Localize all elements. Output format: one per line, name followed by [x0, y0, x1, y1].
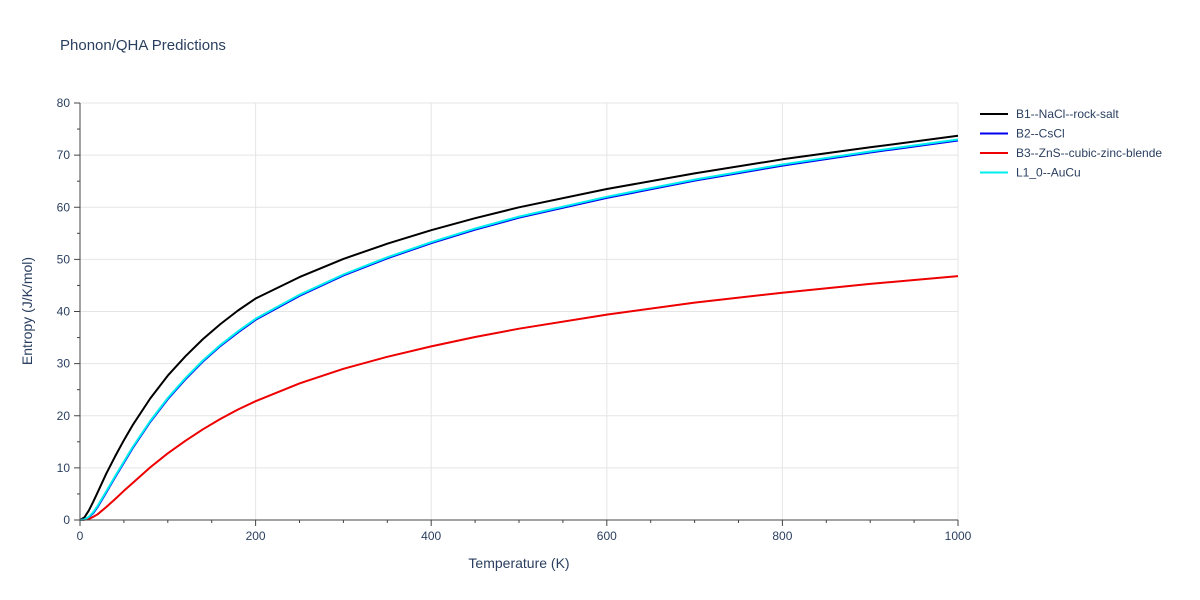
series-line-2[interactable]: [79, 275, 959, 521]
y-axis-title: Entropy (J/K/mol): [19, 257, 35, 365]
legend-label: B2--CsCl: [1016, 127, 1065, 141]
series-line-3[interactable]: [79, 138, 959, 521]
series-layer: [79, 134, 959, 521]
x-tick-label: 600: [597, 529, 617, 543]
legend-item[interactable]: L1_0--AuCu: [980, 166, 1081, 180]
y-tick-label: 20: [57, 409, 71, 423]
y-tick-label: 30: [57, 357, 71, 371]
x-tick-label: 800: [772, 529, 792, 543]
y-tick-label: 80: [57, 96, 71, 110]
x-axis-title: Temperature (K): [468, 555, 569, 571]
y-tick-label: 60: [57, 200, 71, 214]
y-tick-label: 0: [63, 513, 70, 527]
y-tick-label: 10: [57, 461, 71, 475]
legend-label: B3--ZnS--cubic-zinc-blende: [1016, 146, 1162, 160]
legend-item[interactable]: B3--ZnS--cubic-zinc-blende: [980, 146, 1162, 160]
x-tick-label: 1000: [945, 529, 972, 543]
y-tick-label: 50: [57, 252, 71, 266]
x-tick-label: 0: [77, 529, 84, 543]
legend-item[interactable]: B2--CsCl: [980, 127, 1065, 141]
series-line-0[interactable]: [79, 134, 959, 521]
legend-item[interactable]: B1--NaCl--rock-salt: [980, 107, 1119, 121]
x-tick-label: 400: [421, 529, 441, 543]
y-tick-label: 70: [57, 148, 71, 162]
chart-title: Phonon/QHA Predictions: [60, 37, 226, 54]
legend-label: L1_0--AuCu: [1016, 166, 1081, 180]
grid-layer: [79, 102, 959, 521]
y-tick-label: 40: [57, 305, 71, 319]
legend-label: B1--NaCl--rock-salt: [1016, 107, 1119, 121]
x-tick-label: 200: [246, 529, 266, 543]
legend[interactable]: B1--NaCl--rock-salt B2--CsCl B3--ZnS--cubi…: [980, 107, 1162, 180]
